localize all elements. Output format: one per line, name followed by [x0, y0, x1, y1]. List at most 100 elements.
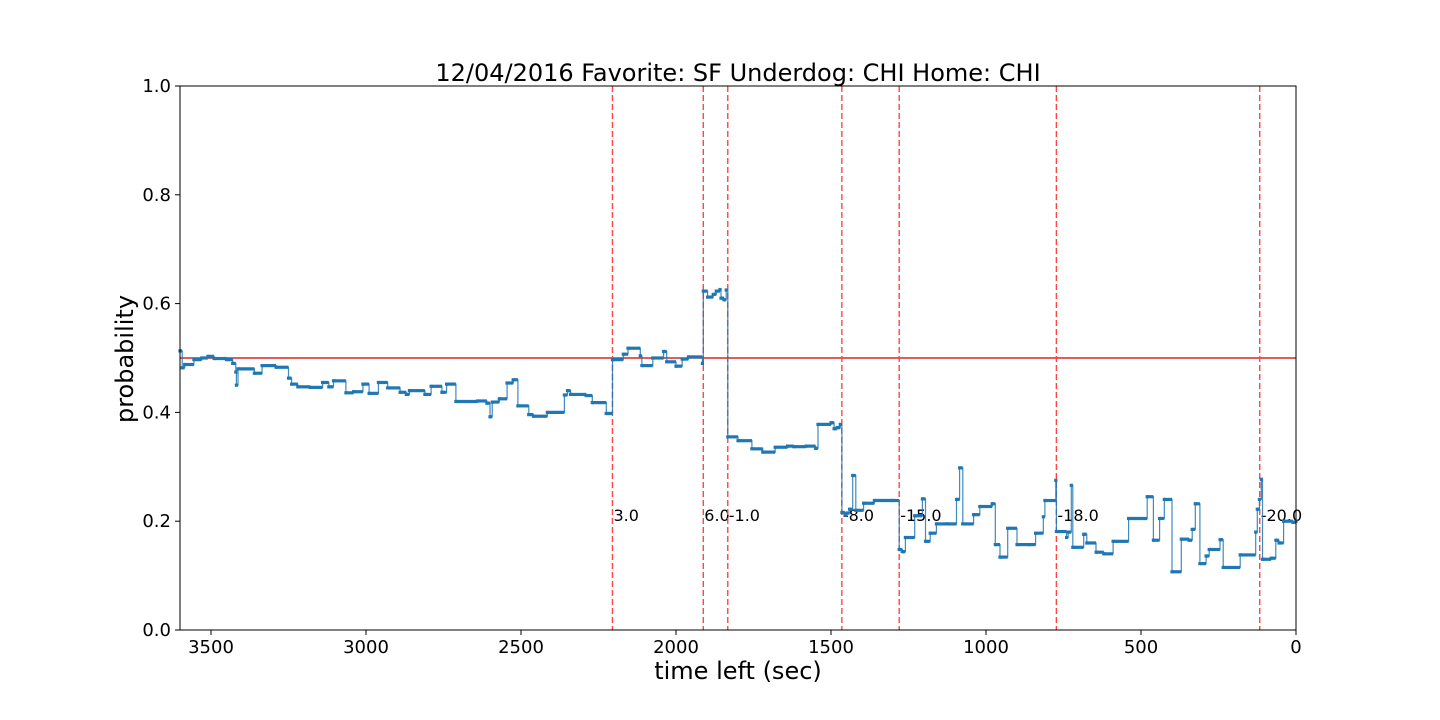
data-point: [686, 355, 690, 359]
data-point: [816, 422, 820, 426]
data-point: [626, 346, 630, 350]
axes: 3500 3000 2500 2000 1500 1000 500 0 0.0 0.2 0.4 0.6…: [142, 76, 1301, 658]
data-point: [1179, 537, 1183, 541]
data-point: [231, 361, 235, 365]
data-point: [590, 401, 594, 405]
data-point: [1085, 541, 1089, 545]
data-point: [252, 371, 256, 375]
data-point: [206, 354, 210, 358]
data-point: [900, 550, 904, 554]
data-point: [260, 364, 264, 368]
data-point: [1190, 527, 1194, 531]
data-point: [361, 382, 365, 386]
data-point: [565, 389, 570, 393]
x-tick-label: 2500: [498, 637, 544, 658]
event-label: -1.0: [729, 506, 760, 525]
event-label: 3.0: [613, 506, 638, 525]
data-point: [236, 367, 240, 371]
data-point: [993, 543, 997, 547]
data-point: [1102, 552, 1106, 556]
data-point: [750, 447, 754, 451]
data-point: [407, 389, 411, 393]
data-point: [706, 295, 710, 299]
data-point: [903, 535, 907, 540]
data-point: [773, 445, 777, 449]
data-point: [913, 514, 917, 518]
data-point: [1065, 535, 1069, 540]
x-tick-label: 500: [1124, 637, 1158, 658]
data-point: [920, 497, 924, 501]
data-point: [200, 356, 204, 360]
data-point: [1034, 531, 1038, 535]
data-point: [711, 292, 715, 296]
data-point: [562, 393, 566, 397]
data-point: [440, 390, 444, 394]
data-point: [607, 411, 611, 416]
data-point: [700, 361, 704, 365]
data-point: [665, 360, 669, 364]
y-tick-label: 0.4: [142, 402, 171, 423]
data-point: [1015, 543, 1019, 547]
data-point: [1041, 515, 1045, 519]
data-point: [1111, 539, 1115, 543]
data-point: [674, 364, 678, 368]
data-point: [718, 287, 722, 292]
y-tick-label: 0.2: [142, 511, 171, 532]
data-point: [1127, 516, 1131, 521]
data-point: [736, 439, 740, 443]
x-tick-label: 1000: [963, 637, 1009, 658]
data-point: [344, 391, 348, 395]
data-point: [224, 358, 229, 362]
data-point: [961, 522, 965, 526]
data-point: [843, 513, 847, 517]
data-point: [445, 382, 449, 386]
x-axis-label: time left (sec): [654, 657, 822, 685]
data-point: [862, 501, 866, 505]
data-point: [998, 555, 1002, 559]
data-point: [286, 376, 291, 380]
data-point: [1282, 519, 1286, 523]
data-point: [1260, 557, 1265, 561]
data-point: [897, 547, 901, 552]
data-point: [386, 386, 390, 390]
data-point: [662, 349, 666, 354]
data-point: [376, 380, 380, 385]
data-point: [327, 385, 331, 389]
data-point: [429, 384, 433, 388]
data-point: [454, 399, 458, 404]
chart-title: 12/04/2016 Favorite: SF Underdog: CHI Ho…: [435, 59, 1040, 87]
data-point: [1054, 529, 1058, 534]
data-point: [872, 498, 876, 503]
data-point: [851, 473, 855, 478]
data-point: [954, 497, 959, 501]
data-point: [1207, 547, 1211, 552]
data-point: [290, 382, 294, 386]
data-point: [1277, 541, 1281, 545]
data-point: [829, 421, 833, 425]
event-label: 6.0: [704, 506, 729, 525]
data-point: [813, 446, 818, 450]
data-point: [490, 400, 494, 404]
data-point: [1238, 553, 1242, 557]
data-point: [331, 379, 336, 383]
data-point: [1204, 554, 1208, 558]
data-point: [719, 296, 723, 300]
data-point: [1151, 538, 1155, 542]
data-point: [832, 427, 836, 431]
y-tick-label: 0.6: [142, 294, 171, 315]
data-point: [891, 498, 895, 503]
data-point: [1193, 502, 1197, 506]
data-point: [296, 385, 300, 389]
data-point: [838, 422, 842, 426]
data-point: [923, 539, 928, 543]
data-point: [308, 385, 312, 389]
data-point: [848, 507, 852, 511]
x-tick-label: 1500: [808, 637, 854, 658]
data-point: [604, 411, 608, 416]
data-point: [1218, 538, 1222, 542]
data-point: [1221, 565, 1225, 569]
data-point: [1069, 483, 1073, 487]
data-point: [792, 445, 796, 449]
